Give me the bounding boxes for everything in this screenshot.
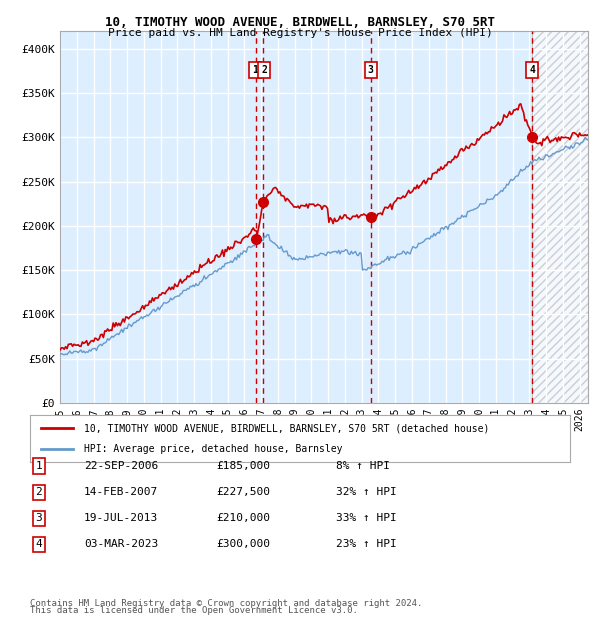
Text: £300,000: £300,000 — [216, 539, 270, 549]
Bar — [532, 31, 588, 403]
Text: 23% ↑ HPI: 23% ↑ HPI — [336, 539, 397, 549]
Text: £227,500: £227,500 — [216, 487, 270, 497]
Text: 3: 3 — [35, 513, 43, 523]
Text: 32% ↑ HPI: 32% ↑ HPI — [336, 487, 397, 497]
Text: 4: 4 — [35, 539, 43, 549]
Text: 1: 1 — [252, 65, 258, 75]
Text: 19-JUL-2013: 19-JUL-2013 — [84, 513, 158, 523]
Text: 8% ↑ HPI: 8% ↑ HPI — [336, 461, 390, 471]
Text: Contains HM Land Registry data © Crown copyright and database right 2024.: Contains HM Land Registry data © Crown c… — [30, 598, 422, 608]
Text: 03-MAR-2023: 03-MAR-2023 — [84, 539, 158, 549]
Bar — [532, 31, 588, 403]
Text: 2: 2 — [35, 487, 43, 497]
Text: 3: 3 — [368, 65, 374, 75]
Text: 22-SEP-2006: 22-SEP-2006 — [84, 461, 158, 471]
Text: 14-FEB-2007: 14-FEB-2007 — [84, 487, 158, 497]
Text: This data is licensed under the Open Government Licence v3.0.: This data is licensed under the Open Gov… — [30, 606, 358, 615]
Text: £185,000: £185,000 — [216, 461, 270, 471]
Text: 10, TIMOTHY WOOD AVENUE, BIRDWELL, BARNSLEY, S70 5RT (detached house): 10, TIMOTHY WOOD AVENUE, BIRDWELL, BARNS… — [84, 423, 490, 433]
Text: Price paid vs. HM Land Registry's House Price Index (HPI): Price paid vs. HM Land Registry's House … — [107, 28, 493, 38]
Text: £210,000: £210,000 — [216, 513, 270, 523]
Text: HPI: Average price, detached house, Barnsley: HPI: Average price, detached house, Barn… — [84, 444, 343, 454]
Text: 33% ↑ HPI: 33% ↑ HPI — [336, 513, 397, 523]
Text: 4: 4 — [529, 65, 535, 75]
Text: 1: 1 — [35, 461, 43, 471]
Text: 2: 2 — [261, 65, 267, 75]
Text: 10, TIMOTHY WOOD AVENUE, BIRDWELL, BARNSLEY, S70 5RT: 10, TIMOTHY WOOD AVENUE, BIRDWELL, BARNS… — [105, 16, 495, 29]
